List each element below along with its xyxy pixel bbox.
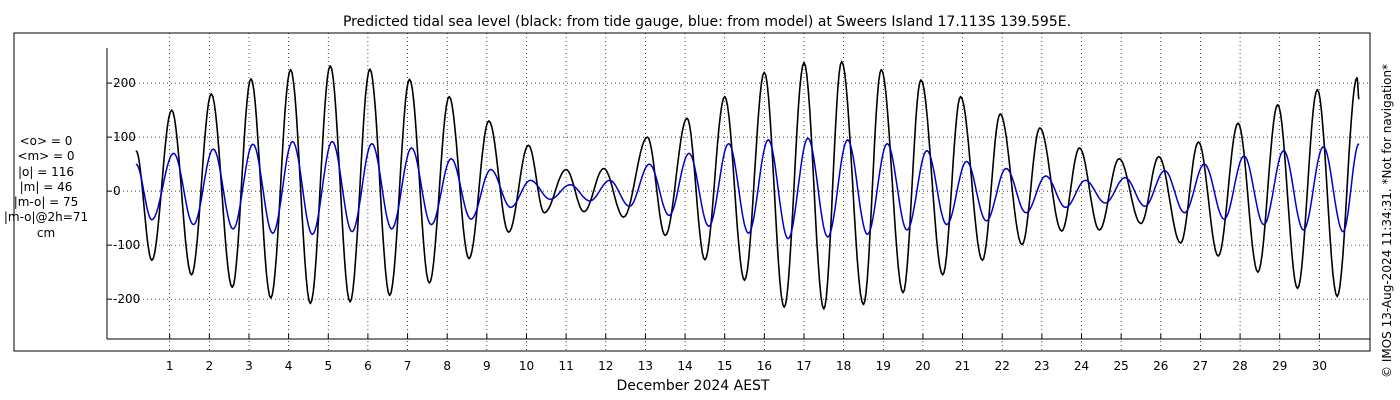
x-tick-label: 24: [1074, 359, 1089, 373]
x-tick-label: 7: [404, 359, 412, 373]
x-tick-label: 1: [166, 359, 174, 373]
x-tick-label: 19: [876, 359, 891, 373]
y-tick-labels: -200 -100 0 100 200: [113, 76, 140, 306]
x-tick-label: 9: [483, 359, 491, 373]
x-tick-label: 28: [1232, 359, 1247, 373]
stat-units: cm: [36, 225, 56, 240]
series-line-tide-gauge: [135, 60, 1360, 310]
x-tick-label: 21: [955, 359, 970, 373]
y-tick-label: -200: [113, 292, 140, 306]
series-group: [135, 60, 1360, 310]
x-tick-label: 23: [1034, 359, 1049, 373]
x-tick-label: 3: [245, 359, 253, 373]
plot-area: [13, 32, 1371, 352]
x-tick-label: 27: [1193, 359, 1208, 373]
x-tick-label: 14: [677, 359, 692, 373]
stat-mean-observed: <o> = 0: [19, 134, 73, 148]
x-tick-labels: 1 2 3 4 5 6 7 8 9 10 11 12 13 14 15 16 17 18 19 20 21 22 23 24 2…: [166, 359, 1327, 373]
x-tick-label: 11: [558, 359, 573, 373]
stat-abs-observed: |o| = 116: [17, 164, 74, 179]
x-tick-label: 29: [1272, 359, 1287, 373]
y-tick-label: 100: [113, 130, 136, 144]
copyright-notice: © IMOS 13-Aug-2024 11:34:31. *Not for na…: [1380, 63, 1394, 378]
stat-abs-diff: |m-o| = 75: [13, 195, 79, 210]
x-tick-label: 4: [285, 359, 293, 373]
x-tick-label: 5: [324, 359, 332, 373]
x-tick-label: 20: [915, 359, 930, 373]
x-tick-label: 12: [598, 359, 613, 373]
series-line-model: [135, 137, 1360, 240]
statistics-panel: <o> = 0 <m> = 0 |o| = 116 |m| = 46 |m-o|…: [0, 134, 92, 241]
y-tick-label: -100: [113, 238, 140, 252]
stat-mean-model: <m> = 0: [17, 149, 75, 164]
stat-abs-model: |m| = 46: [19, 179, 73, 194]
stat-abs-diff-2h: |m-o|@2h=71: [3, 210, 89, 225]
x-tick-label: 17: [796, 359, 811, 373]
x-tick-label: 30: [1312, 359, 1327, 373]
x-tick-label: 16: [757, 359, 772, 373]
y-tick-label: 0: [113, 184, 121, 198]
x-tick-label: 25: [1113, 359, 1128, 373]
axes: [106, 48, 1370, 340]
x-tick-label: 13: [638, 359, 653, 373]
y-tick-label: 200: [113, 76, 136, 90]
grid-lines: [107, 33, 1370, 351]
x-tick-label: 8: [443, 359, 451, 373]
x-axis-label: December 2024 AEST: [617, 378, 770, 394]
x-tick-label: 22: [995, 359, 1010, 373]
x-tick-label: 10: [519, 359, 534, 373]
x-tick-label: 15: [717, 359, 732, 373]
x-tick-label: 18: [836, 359, 851, 373]
x-tick-label: 2: [206, 359, 214, 373]
chart-title: Predicted tidal sea level (black: from t…: [343, 14, 1071, 30]
x-tick-label: 26: [1153, 359, 1168, 373]
x-tick-label: 6: [364, 359, 372, 373]
